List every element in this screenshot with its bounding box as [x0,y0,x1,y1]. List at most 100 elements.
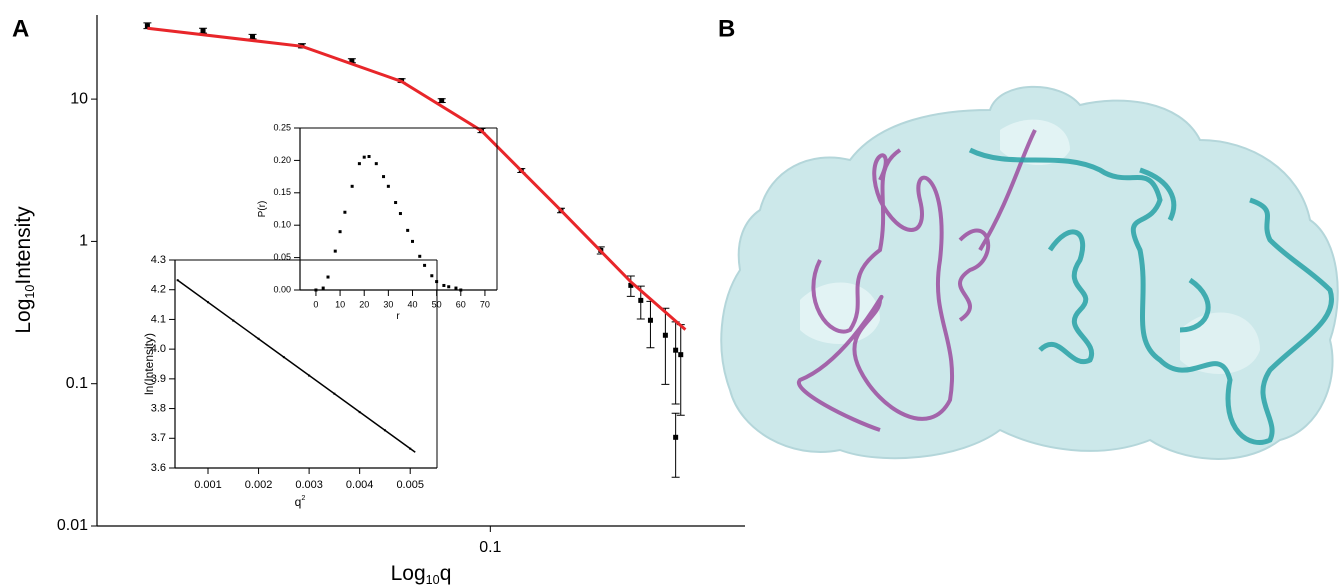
axis-label-script: 10 [23,285,37,299]
y-tick-label: 0.25 [273,122,291,132]
data-point [447,285,451,289]
y-tick-label: 0.20 [273,155,291,165]
y-tick-label: 3.6 [151,462,166,474]
axis-label: r [396,311,400,322]
axis-label: P(r) [257,201,268,218]
data-point [628,282,634,288]
error-bar [676,324,685,416]
data-point [343,210,347,214]
x-tick-label: 0.005 [396,479,424,491]
axis-label-part: q [295,495,302,509]
error-bar [671,412,680,478]
axis-label: q2 [295,493,306,509]
axis-label-part: Intensity [12,206,35,285]
data-point [673,347,679,353]
y-tick-label: 3.8 [151,402,166,414]
x-tick-label: 0.003 [295,479,323,491]
y-tick-label: 4.1 [151,313,166,325]
data-point [250,34,256,40]
data-point [374,162,378,166]
y-tick-label: 3.9 [151,373,166,385]
data-point [418,254,422,258]
data-point [454,286,458,290]
x-tick-label: 0.004 [346,479,374,491]
y-tick-label: 0.05 [273,252,291,262]
x-tick-label: 20 [359,299,369,309]
data-point [338,230,342,234]
x-tick-label: 0.002 [245,479,273,491]
y-tick-label: 0.1 [66,375,88,392]
y-tick-label: 0.10 [273,220,291,230]
data-point [638,297,644,303]
y-tick-label: 4.0 [151,343,166,355]
ribbon-purple [796,129,1037,432]
ribbon-teal [968,147,1335,445]
data-point [200,28,206,34]
data-point [398,212,402,216]
axis-label: Log10Intensity [12,206,38,334]
axis-label: ln(Intensity) [142,333,156,395]
y-tick-label: 0.00 [273,284,291,294]
data-point [673,434,679,440]
y-tick-label: 1 [79,233,88,250]
axis-label-part: q [440,562,452,585]
data-point [430,274,434,278]
y-tick-label: 4.2 [151,284,166,296]
x-tick-label: 10 [335,299,345,309]
x-tick-label: 0.1 [479,539,501,556]
x-tick-label: 60 [456,299,466,309]
y-tick-label: 0.15 [273,187,291,197]
axis-label-part: Log [12,299,35,334]
data-point [423,263,427,267]
surface-highlight [1000,119,1070,165]
data-point [333,249,337,253]
x-tick-label: 0.001 [194,479,222,491]
data-point [394,201,398,205]
panel-label: A [12,15,29,42]
y-tick-label: 10 [70,90,88,107]
y-tick-label: 4.3 [151,254,166,266]
data-point [326,275,330,279]
data-point [647,317,653,323]
axis-label-part: ln(Intensity) [142,333,156,395]
data-point [439,98,445,104]
data-point [144,23,150,29]
error-bar [646,300,655,349]
protein-structure [720,85,1339,460]
error-bar [661,307,670,385]
data-point [357,162,361,166]
data-point [367,155,371,159]
data-point [386,184,390,188]
axis-label-part: P(r) [257,201,268,218]
error-bar [671,321,680,405]
fit-line [176,279,416,453]
axis-label-part: r [396,311,400,322]
data-point [350,184,354,188]
data-point [459,288,463,292]
x-tick-label: 0 [313,299,318,309]
surface-highlight [1180,312,1260,374]
panel-label: B [718,15,735,42]
fit-line [147,26,687,331]
x-tick-label: 30 [383,299,393,309]
axis-label-script: 2 [301,493,305,502]
data-point [321,286,325,290]
data-point [411,239,415,243]
data-point [662,332,668,338]
data-point [678,352,684,358]
y-tick-label: 3.7 [151,432,166,444]
data-point [314,288,318,292]
data-point [442,283,446,287]
axis-label-script: 10 [426,573,440,587]
data-point [362,155,366,159]
x-tick-label: 40 [407,299,417,309]
data-point [406,228,410,232]
data-point [382,175,386,179]
data-point [349,58,355,64]
x-tick-label: 70 [480,299,490,309]
y-tick-label: 0.01 [57,517,88,534]
data-point [435,280,439,284]
axis-label: Log10q [391,562,452,588]
